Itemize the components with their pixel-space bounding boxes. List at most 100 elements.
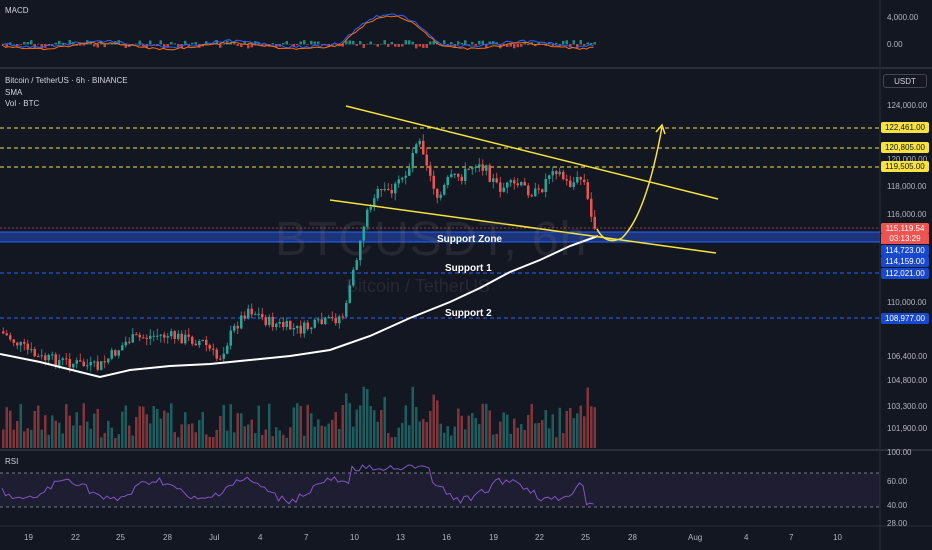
date-tick: Jul: [209, 533, 220, 542]
rsi-line: [1, 464, 594, 506]
volume-bar: [495, 433, 498, 448]
candle-body: [418, 140, 421, 145]
volume-bar: [110, 427, 113, 448]
lower-trendline[interactable]: [329, 199, 717, 254]
macd-hist-bar: [121, 43, 124, 45]
support-1-label[interactable]: Support 1: [445, 263, 492, 274]
candle-body: [310, 327, 313, 330]
date-tick: 28: [628, 533, 637, 542]
support-2-label[interactable]: Support 2: [445, 308, 492, 319]
currency-unit-button[interactable]: USDT: [883, 74, 927, 88]
volume-bar: [467, 415, 470, 448]
date-tick: 16: [442, 533, 451, 542]
candle-body: [285, 320, 288, 328]
last-price-badge[interactable]: 115,119.54: [881, 223, 929, 234]
volume-bar: [436, 400, 439, 448]
volume-bar: [404, 405, 407, 448]
support-zone-band[interactable]: [0, 232, 880, 242]
candle-body: [222, 353, 225, 359]
volume-bar: [457, 408, 460, 448]
sma-label[interactable]: SMA: [5, 88, 23, 97]
macd-hist-bar: [509, 44, 512, 47]
candle-body: [338, 316, 341, 324]
volume-bar: [450, 435, 453, 448]
macd-hist-bar: [306, 44, 309, 45]
candle-body: [527, 185, 530, 196]
volume-bars: [2, 386, 596, 448]
rsi-label[interactable]: RSI: [5, 457, 19, 466]
macd-hist-bar: [313, 41, 316, 45]
volume-bar: [443, 432, 446, 448]
volume-bar: [257, 405, 260, 448]
arrow-head-icon: [655, 123, 666, 135]
volume-bar: [124, 405, 127, 448]
volume-bar: [373, 410, 376, 448]
macd-hist-bar: [527, 44, 530, 46]
projection-arrow-path[interactable]: [596, 126, 663, 242]
candle-body: [366, 209, 369, 227]
candle-body: [110, 350, 113, 359]
symbol-title[interactable]: Bitcoin / TetherUS · 6h · BINANCE: [5, 76, 128, 85]
date-tick: 13: [396, 533, 405, 542]
macd-hist-bar: [481, 40, 484, 45]
volume-bar: [117, 434, 120, 448]
candle-body: [82, 361, 85, 367]
candle-body: [394, 183, 397, 194]
volume-bar: [170, 403, 173, 448]
support-zone-label[interactable]: Support Zone: [437, 234, 502, 245]
candlesticks[interactable]: [2, 134, 596, 373]
upper-trendline[interactable]: [345, 105, 719, 200]
sma-line[interactable]: [0, 235, 599, 379]
volume-bar: [429, 410, 432, 448]
candle-body: [439, 194, 442, 198]
candle-body: [16, 342, 19, 346]
volume-bar: [16, 420, 19, 448]
level-badge-112021[interactable]: 112,021.00: [881, 268, 929, 279]
volume-bar: [523, 430, 526, 448]
macd-hist-bar: [9, 42, 12, 45]
macd-hist-bar: [247, 44, 250, 49]
macd-hist-bar: [5, 44, 8, 47]
volume-bar: [366, 389, 369, 448]
price-tick: 120,000.00: [887, 155, 928, 164]
candle-body: [117, 350, 120, 356]
macd-hist-bar: [418, 44, 421, 47]
volume-bar: [47, 434, 50, 448]
volume-bar: [464, 429, 467, 448]
macd-line: [1, 13, 594, 49]
level-badge-122461[interactable]: 122,461.00: [881, 122, 929, 133]
date-tick: 7: [789, 533, 794, 542]
volume-bar: [558, 407, 561, 448]
candle-body: [565, 179, 568, 181]
volume-bar: [488, 410, 491, 448]
candle-body: [205, 339, 208, 346]
macd-hist-bar: [537, 42, 540, 45]
macd-hist-bar: [586, 42, 589, 45]
candle-body: [509, 180, 512, 183]
volume-bar: [240, 413, 243, 448]
volume-bar: [446, 426, 449, 448]
macd-hist-bar: [19, 44, 22, 45]
level-badge-108977[interactable]: 108,977.00: [881, 313, 929, 324]
level-badge-114723[interactable]: 114,723.00: [881, 245, 929, 256]
volume-bar: [331, 419, 334, 448]
volume-bar: [68, 415, 71, 448]
candle-body: [485, 165, 488, 171]
level-badge-119505[interactable]: 119,505.00: [881, 161, 929, 172]
candle-body: [548, 175, 551, 179]
candle-body: [124, 341, 127, 346]
volume-bar: [261, 434, 264, 448]
candle-body: [65, 358, 68, 360]
macd-hist-bar: [282, 42, 285, 45]
volume-label[interactable]: Vol · BTC: [5, 99, 40, 108]
candle-body: [149, 335, 152, 339]
volume-bar: [289, 427, 292, 448]
macd-label[interactable]: MACD: [5, 6, 29, 15]
candle-body: [135, 334, 138, 336]
level-badge-114159[interactable]: 114,159.00: [881, 256, 929, 267]
macd-hist-bar: [215, 40, 218, 45]
volume-bar: [138, 406, 141, 448]
level-badge-120805[interactable]: 120,805.00: [881, 142, 929, 153]
